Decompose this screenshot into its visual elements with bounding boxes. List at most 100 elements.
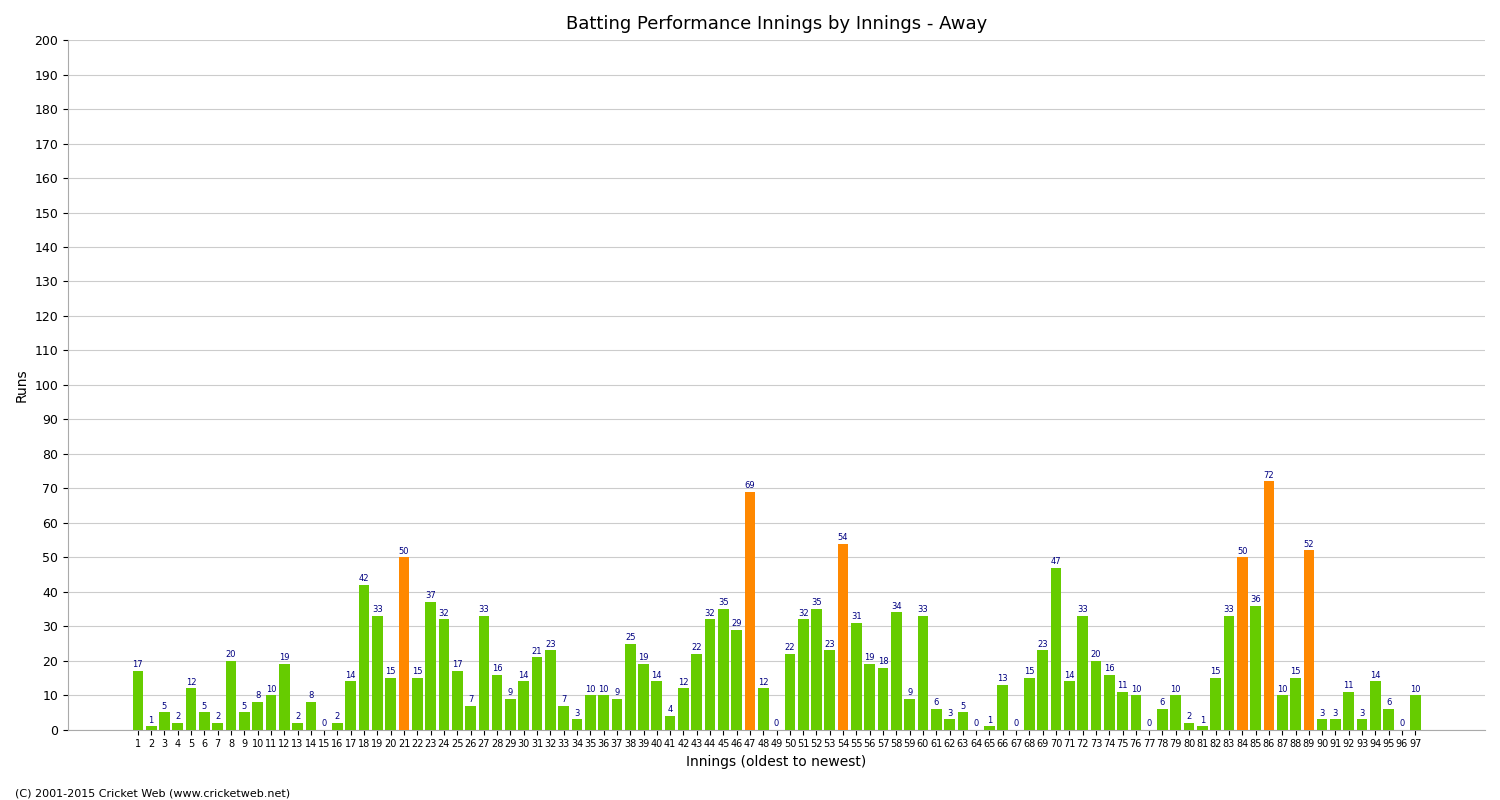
Text: 14: 14 — [1064, 670, 1074, 680]
Bar — [306, 702, 316, 730]
Text: 13: 13 — [998, 674, 1008, 683]
Bar — [1383, 709, 1394, 730]
Bar — [957, 713, 968, 730]
Bar — [292, 723, 303, 730]
Bar — [638, 664, 650, 730]
Text: 15: 15 — [1024, 667, 1035, 676]
Text: 2: 2 — [1186, 712, 1191, 721]
Text: 4: 4 — [668, 706, 674, 714]
Bar — [839, 543, 849, 730]
Bar — [1224, 616, 1234, 730]
Text: 6: 6 — [1160, 698, 1166, 707]
Text: 33: 33 — [1224, 606, 1234, 614]
Text: 16: 16 — [492, 664, 502, 673]
Text: 0: 0 — [974, 719, 980, 728]
Bar — [1238, 558, 1248, 730]
Text: 19: 19 — [864, 654, 874, 662]
Bar — [159, 713, 170, 730]
Bar — [519, 682, 530, 730]
Bar — [718, 609, 729, 730]
Text: 18: 18 — [878, 657, 888, 666]
Bar — [200, 713, 210, 730]
Bar — [1317, 719, 1328, 730]
Bar — [478, 616, 489, 730]
Bar — [531, 658, 543, 730]
Bar — [1210, 678, 1221, 730]
Text: 42: 42 — [358, 574, 369, 583]
Bar — [1184, 723, 1194, 730]
Bar — [332, 723, 344, 730]
Bar — [345, 682, 355, 730]
Text: 0: 0 — [1400, 719, 1404, 728]
Text: 15: 15 — [386, 667, 396, 676]
Text: 3: 3 — [1334, 709, 1338, 718]
Text: 2: 2 — [214, 712, 220, 721]
Bar — [399, 558, 410, 730]
Text: 9: 9 — [509, 688, 513, 697]
Text: 15: 15 — [413, 667, 423, 676]
Text: 25: 25 — [626, 633, 636, 642]
Y-axis label: Runs: Runs — [15, 368, 28, 402]
Text: 11: 11 — [1118, 681, 1128, 690]
Text: 7: 7 — [561, 695, 567, 704]
Text: 69: 69 — [744, 481, 756, 490]
Bar — [744, 492, 756, 730]
Bar — [492, 674, 502, 730]
Bar — [984, 726, 994, 730]
Text: 6: 6 — [933, 698, 939, 707]
Text: 11: 11 — [1344, 681, 1354, 690]
Bar — [506, 698, 516, 730]
Bar — [850, 623, 861, 730]
Bar — [692, 654, 702, 730]
Bar — [1263, 482, 1274, 730]
X-axis label: Innings (oldest to newest): Innings (oldest to newest) — [687, 755, 867, 769]
Bar — [225, 661, 237, 730]
Text: 0: 0 — [1014, 719, 1019, 728]
Text: 20: 20 — [1090, 650, 1101, 659]
Bar — [572, 719, 582, 730]
Text: 14: 14 — [519, 670, 530, 680]
Bar — [438, 619, 448, 730]
Text: 2: 2 — [334, 712, 340, 721]
Text: 23: 23 — [544, 640, 555, 649]
Text: 14: 14 — [651, 670, 662, 680]
Text: 3: 3 — [1320, 709, 1324, 718]
Text: 32: 32 — [438, 609, 448, 618]
Bar — [558, 706, 568, 730]
Bar — [1276, 695, 1287, 730]
Text: 35: 35 — [812, 598, 822, 607]
Text: 8: 8 — [308, 691, 314, 701]
Bar — [1064, 682, 1074, 730]
Text: 9: 9 — [615, 688, 620, 697]
Bar — [1104, 674, 1114, 730]
Bar — [585, 695, 596, 730]
Text: 14: 14 — [345, 670, 355, 680]
Text: 54: 54 — [839, 533, 849, 542]
Bar — [279, 664, 290, 730]
Text: 34: 34 — [891, 602, 902, 610]
Text: 31: 31 — [850, 612, 861, 621]
Text: 33: 33 — [1077, 606, 1088, 614]
Text: 52: 52 — [1304, 540, 1314, 549]
Bar — [1344, 692, 1354, 730]
Bar — [426, 602, 436, 730]
Text: 21: 21 — [532, 646, 543, 655]
Text: 19: 19 — [639, 654, 650, 662]
Text: 37: 37 — [424, 591, 436, 601]
Text: 6: 6 — [1386, 698, 1392, 707]
Bar — [705, 619, 716, 730]
Text: 5: 5 — [242, 702, 248, 710]
Bar — [172, 723, 183, 730]
Bar — [732, 630, 742, 730]
Bar — [1330, 719, 1341, 730]
Bar — [252, 702, 262, 730]
Bar — [544, 650, 555, 730]
Bar — [664, 716, 675, 730]
Text: 1: 1 — [1200, 715, 1204, 725]
Bar — [626, 643, 636, 730]
Text: 17: 17 — [452, 660, 462, 670]
Text: 5: 5 — [202, 702, 207, 710]
Bar — [1038, 650, 1048, 730]
Text: 10: 10 — [598, 685, 609, 694]
Text: 8: 8 — [255, 691, 261, 701]
